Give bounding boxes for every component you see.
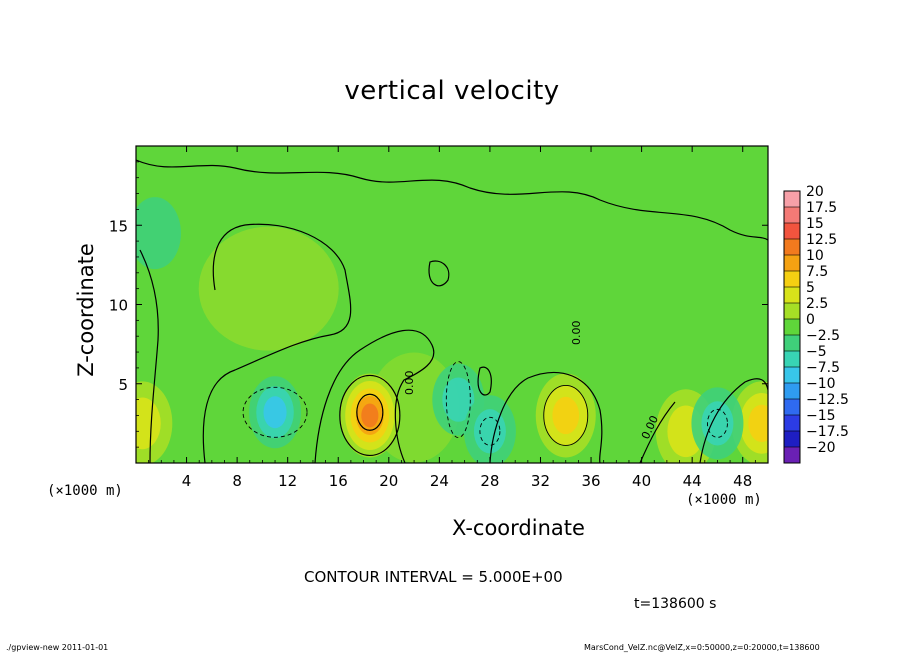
weak-updraft-region [198, 226, 339, 351]
colorbar-label: 15 [806, 216, 824, 232]
updraft-cell [136, 381, 173, 463]
y-axis-ticks: 5 10 15 [109, 161, 768, 448]
x-unit-label-left: (×1000 m) [47, 483, 123, 499]
x-unit-label-right: (×1000 m) [686, 492, 762, 508]
colorbar-segment [784, 319, 800, 336]
x-tick-label: 40 [632, 472, 651, 490]
x-tick-label: 36 [581, 472, 600, 490]
colorbar-segment [784, 415, 800, 432]
downdraft-cell [136, 197, 181, 270]
downdraft-cell [691, 387, 744, 460]
y-tick-label: 5 [118, 376, 128, 394]
downdraft-cell [249, 376, 302, 449]
colorbar-segment [784, 239, 800, 256]
colorbar-segment [784, 271, 800, 288]
negative-contour [706, 408, 728, 438]
negative-contour [242, 386, 308, 438]
colorbar-label: 12.5 [806, 232, 837, 248]
colorbar-label: −15 [806, 408, 836, 424]
colorbar-segment [784, 367, 800, 384]
contour-label: 0.00 [403, 371, 416, 396]
x-tick-label: 24 [430, 472, 449, 490]
colorbar-label: −5 [806, 344, 827, 360]
x-tick-label: 28 [480, 472, 499, 490]
negative-contour [479, 416, 501, 446]
zero-contour-line [699, 378, 768, 463]
colorbar-segment [784, 383, 800, 400]
colorbar-segment [784, 287, 800, 304]
positive-contour [543, 385, 589, 446]
colorbar-label: 2.5 [806, 296, 828, 312]
colorbar-segment [784, 335, 800, 352]
zero-contour-line [139, 249, 159, 463]
zero-contour-line [477, 366, 492, 396]
updraft-cell [731, 381, 768, 463]
x-tick-label: 8 [232, 472, 242, 490]
contour-interval-text: CONTOUR INTERVAL = 5.000E+00 [304, 568, 563, 586]
chart-title: vertical velocity [344, 76, 560, 106]
colorbar-label: 20 [806, 184, 824, 200]
x-axis-ticks: 4 8 12 16 20 24 28 32 36 40 44 48 [148, 146, 769, 490]
colorbar-label: −12.5 [806, 392, 849, 408]
colorbar-segment [784, 223, 800, 240]
x-axis-label: X-coordinate [452, 516, 585, 540]
x-tick-label: 44 [683, 472, 702, 490]
zero-contour-line [428, 260, 450, 287]
x-tick-label: 12 [278, 472, 297, 490]
footer-source-file: MarsCond_VelZ.nc@VelZ,x=0:50000,z=0:2000… [584, 643, 820, 652]
colorbar-segment [784, 399, 800, 416]
colorbar-label: 10 [806, 248, 824, 264]
zero-contour-line [639, 401, 676, 463]
zero-contour-line [314, 329, 435, 463]
colorbar-label: 5 [806, 280, 815, 296]
x-tick-label: 16 [329, 472, 348, 490]
colorbar-label: −7.5 [806, 360, 840, 376]
colorbar-label: −10 [806, 376, 836, 392]
colorbar-label: −17.5 [806, 424, 849, 440]
colorbar-segment [784, 303, 800, 320]
x-tick-label: 20 [379, 472, 398, 490]
colorbar-label: 17.5 [806, 200, 837, 216]
colorbar-segment [784, 447, 800, 464]
colorbar-segment [784, 207, 800, 224]
contour-label: 0.00 [570, 321, 583, 346]
zero-contour-line [202, 223, 352, 463]
colorbar-segment [784, 351, 800, 368]
colorbar-segment [784, 431, 800, 448]
colorbar: 2017.51512.5107.552.50−2.5−5−7.5−10−12.5… [783, 184, 849, 464]
positive-contour [339, 374, 401, 457]
velocity-field: 0.000.000.00 [136, 146, 768, 463]
updraft-cell [339, 373, 400, 458]
time-stamp-text: t=138600 s [634, 596, 717, 612]
x-tick-label: 32 [531, 472, 550, 490]
y-tick-label: 15 [109, 217, 128, 235]
colorbar-label: −20 [806, 440, 836, 456]
colorbar-label: −2.5 [806, 328, 840, 344]
x-tick-label: 48 [733, 472, 752, 490]
zero-contour-line [136, 159, 768, 241]
updraft-cell [535, 373, 596, 458]
y-tick-label: 10 [109, 297, 128, 315]
positive-contour [356, 393, 384, 431]
colorbar-label: 0 [806, 312, 815, 328]
colorbar-segment [784, 191, 800, 208]
x-tick-label: 4 [182, 472, 192, 490]
colorbar-segment [784, 255, 800, 272]
footer-program-date: ./gpview-new 2011-01-01 [6, 643, 109, 652]
negative-contour [445, 361, 471, 439]
colorbar-label: 7.5 [806, 264, 828, 280]
zero-contour-line [489, 371, 603, 463]
